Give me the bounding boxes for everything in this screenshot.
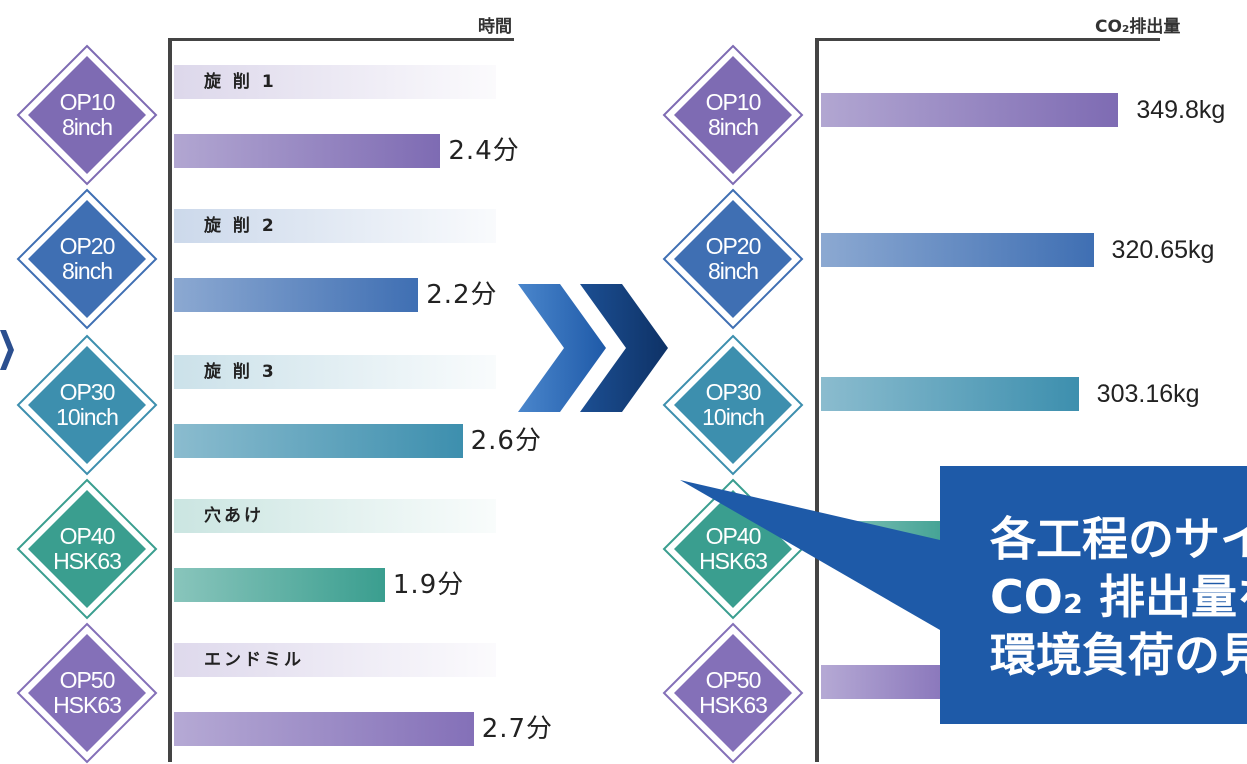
callout-pointer <box>680 480 940 630</box>
time-value-label: 2.2分 <box>426 280 498 310</box>
callout-line-1: 各工程のサイ <box>990 512 1247 566</box>
time-value-label: 2.4分 <box>448 136 520 166</box>
op-code: OP10 <box>705 89 762 115</box>
process-label: 旋 削 2 <box>204 216 277 236</box>
op-code: OP10 <box>59 89 116 115</box>
co2-value-label: 303.16kg <box>1096 380 1200 408</box>
process-label-bar <box>174 355 496 389</box>
tool-spec: 8inch <box>62 114 113 140</box>
op-code: OP30 <box>59 379 116 405</box>
left-diamond-op10: OP10 8inch <box>16 44 158 186</box>
op-code: OP20 <box>59 233 116 259</box>
diamond-label: OP30 10inch <box>662 334 804 476</box>
tool-spec: 8inch <box>708 258 759 284</box>
tool-spec: 10inch <box>56 404 119 430</box>
tool-spec: HSK63 <box>53 692 122 718</box>
right-diamond-op30: OP30 10inch <box>662 334 804 476</box>
left-axis-line <box>168 38 172 762</box>
left-diamond-op40: OP40 HSK63 <box>16 478 158 620</box>
diamond-label: OP40 HSK63 <box>662 478 804 620</box>
op-code: OP40 <box>59 523 116 549</box>
left-axis-top-line <box>168 38 514 41</box>
process-label: 穴あけ <box>204 506 264 526</box>
tool-spec: HSK63 <box>53 548 122 574</box>
op-code: OP30 <box>705 379 762 405</box>
diamond-label: OP10 8inch <box>662 44 804 186</box>
op-code: OP40 <box>705 523 762 549</box>
co2-value-label: 349.8kg <box>1136 96 1226 124</box>
process-label-bar <box>174 65 496 99</box>
process-label: 旋 削 3 <box>204 362 277 382</box>
callout-line-3: 環境負荷の見 <box>990 628 1247 682</box>
left-diamond-op50: OP50 HSK63 <box>16 622 158 764</box>
time-value-label: 1.9分 <box>392 570 465 600</box>
left-diamond-op20: OP20 8inch <box>16 188 158 330</box>
process-label-bar <box>174 499 496 533</box>
co2-bar <box>821 665 961 699</box>
co2-bar <box>821 233 1094 267</box>
time-bar <box>174 278 419 312</box>
co2-value-label: 320.65kg <box>1111 236 1215 264</box>
right-diamond-op20: OP20 8inch <box>662 188 804 330</box>
left-axis-title: 時間 <box>478 17 512 37</box>
diamond-label: OP50 HSK63 <box>662 622 804 764</box>
chevron-right-icon <box>0 330 14 370</box>
op-code: OP50 <box>59 667 116 693</box>
op-code: OP20 <box>705 233 762 259</box>
op-code: OP50 <box>705 667 762 693</box>
tool-spec: 8inch <box>708 114 759 140</box>
diamond-label: OP20 8inch <box>16 188 158 330</box>
callout-line-2: CO₂ 排出量を <box>990 570 1247 624</box>
double-chevron-icon <box>518 284 668 412</box>
tool-spec: 8inch <box>62 258 113 284</box>
tool-spec: HSK63 <box>699 548 768 574</box>
callout-box: 各工程のサイ CO₂ 排出量を 環境負荷の見 <box>940 466 1247 724</box>
right-axis-title: CO₂排出量 <box>1095 17 1181 37</box>
diamond-label: OP10 8inch <box>16 44 158 186</box>
diamond-label: OP40 HSK63 <box>16 478 158 620</box>
process-label: エンドミル <box>204 650 304 670</box>
time-bar <box>174 134 441 168</box>
diamond-label: OP20 8inch <box>662 188 804 330</box>
diamond-label: OP30 10inch <box>16 334 158 476</box>
co2-bar <box>821 377 1079 411</box>
tool-spec: 10inch <box>702 404 765 430</box>
process-label-bar <box>174 643 496 677</box>
right-diamond-op50: OP50 HSK63 <box>662 622 804 764</box>
diamond-label: OP50 HSK63 <box>16 622 158 764</box>
time-bar <box>174 424 463 458</box>
time-value-label: 2.7分 <box>481 714 554 744</box>
right-axis-line <box>815 38 819 762</box>
co2-bar <box>821 93 1119 127</box>
time-bar <box>174 712 474 746</box>
right-axis-top-line <box>815 38 1160 41</box>
left-diamond-op30: OP30 10inch <box>16 334 158 476</box>
process-label: 旋 削 1 <box>204 72 277 92</box>
time-value-label: 2.6分 <box>470 426 542 456</box>
time-bar <box>174 568 385 602</box>
process-label-bar <box>174 209 496 243</box>
right-diamond-op10: OP10 8inch <box>662 44 804 186</box>
tool-spec: HSK63 <box>699 692 768 718</box>
